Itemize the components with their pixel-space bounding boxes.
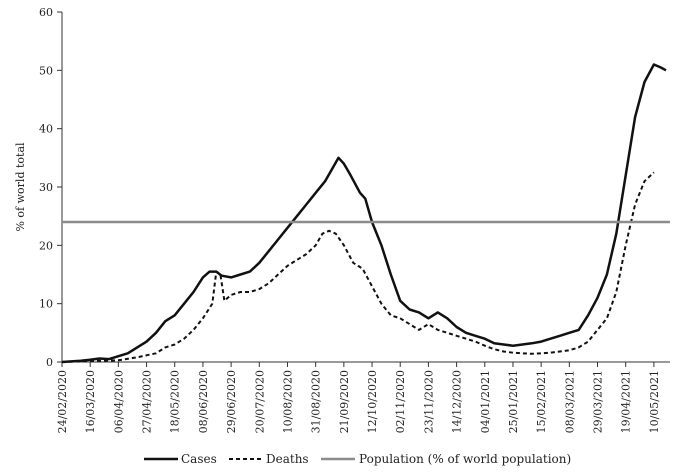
x-tick-label: 21/09/2020 — [338, 370, 351, 433]
x-tick-label: 29/03/2021 — [592, 370, 605, 433]
x-tick-label: 08/03/2021 — [563, 370, 576, 433]
y-tick-label: 40 — [39, 123, 53, 136]
x-tick-label: 25/01/2021 — [507, 370, 520, 433]
x-tick-label: 02/11/2020 — [394, 370, 407, 433]
x-tick-label: 23/11/2020 — [422, 370, 435, 433]
plot-area: 0 10 20 30 40 50 60 24/02/2020 16/03/2020 06/04/… — [39, 6, 670, 433]
x-tick-label: 29/06/2020 — [225, 370, 238, 433]
x-tick-label: 10/08/2020 — [281, 370, 294, 433]
y-tick-label: 50 — [39, 64, 53, 77]
series-line-cases — [61, 63, 667, 364]
legend: Cases Deaths Population (% of world popu… — [144, 452, 571, 466]
x-tick-label: 06/04/2020 — [112, 370, 125, 433]
y-tick-label: 30 — [39, 181, 53, 194]
x-tick-label: 27/04/2020 — [141, 370, 154, 433]
x-tick-label: 04/01/2021 — [479, 370, 492, 433]
x-tick-label: 16/03/2020 — [84, 370, 97, 433]
legend-label-population: Population (% of world population) — [359, 452, 571, 466]
y-axis-title: % of world total — [14, 142, 27, 232]
series-line-deaths — [61, 171, 655, 363]
x-tick-label: 12/10/2020 — [366, 370, 379, 433]
x-tick-label: 24/02/2020 — [56, 370, 69, 433]
y-tick-label: 20 — [39, 239, 53, 252]
x-tick-label: 08/06/2020 — [197, 370, 210, 433]
y-tick-label: 0 — [46, 356, 53, 369]
x-tick-label: 10/05/2021 — [648, 370, 661, 433]
series-layer — [61, 63, 670, 364]
x-tick-label: 18/05/2020 — [169, 370, 182, 433]
legend-label-deaths: Deaths — [266, 452, 309, 466]
y-tick-label: 10 — [39, 298, 53, 311]
x-ticks: 24/02/2020 16/03/2020 06/04/2020 27/04/2020… — [56, 362, 661, 433]
x-tick-label: 31/08/2020 — [310, 370, 323, 433]
y-ticks: 0 10 20 30 40 50 60 — [39, 6, 62, 369]
y-tick-label: 60 — [39, 6, 53, 19]
x-tick-label: 20/07/2020 — [253, 370, 266, 433]
x-tick-label: 14/12/2020 — [451, 370, 464, 433]
x-tick-label: 15/02/2021 — [535, 370, 548, 433]
legend-label-cases: Cases — [181, 452, 217, 466]
x-tick-label: 19/04/2021 — [620, 370, 633, 433]
